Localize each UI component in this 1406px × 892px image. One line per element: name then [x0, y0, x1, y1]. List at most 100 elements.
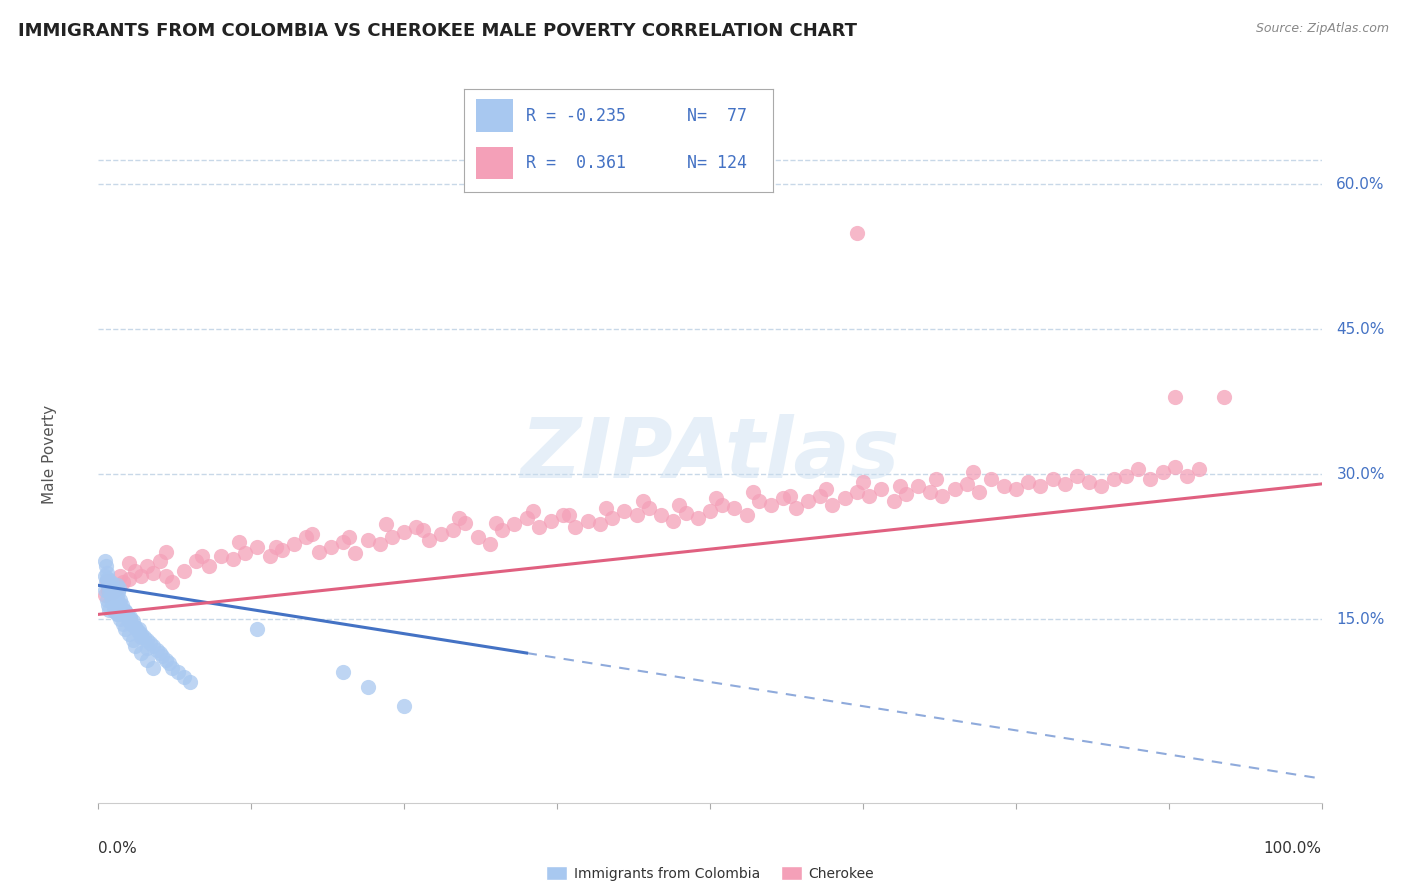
Point: [761, 498, 783, 512]
Point: [121, 614, 143, 628]
Point: [101, 592, 124, 607]
Point: [301, 527, 323, 541]
Point: [613, 504, 636, 518]
Point: [129, 568, 152, 582]
Point: [157, 656, 180, 670]
Point: [94, 575, 117, 590]
Point: [931, 489, 953, 503]
Point: [186, 554, 208, 568]
Point: [136, 641, 159, 656]
Point: [540, 514, 562, 528]
Point: [124, 564, 146, 578]
Point: [907, 479, 929, 493]
Point: [332, 665, 354, 680]
Point: [894, 486, 917, 500]
Point: [485, 516, 508, 530]
Point: [962, 466, 984, 480]
Text: IMMIGRANTS FROM COLOMBIA VS CHEROKEE MALE POVERTY CORRELATION CHART: IMMIGRANTS FROM COLOMBIA VS CHEROKEE MAL…: [18, 22, 858, 40]
Point: [704, 491, 727, 506]
Point: [1029, 479, 1052, 493]
Point: [356, 533, 378, 547]
Point: [110, 568, 132, 582]
Point: [1139, 472, 1161, 486]
Point: [118, 626, 141, 640]
Point: [101, 583, 124, 598]
Point: [815, 482, 838, 496]
Point: [785, 501, 807, 516]
Point: [553, 508, 575, 522]
Point: [392, 699, 416, 714]
Text: N= 124: N= 124: [686, 154, 747, 172]
Point: [155, 544, 177, 558]
Point: [110, 612, 132, 626]
Point: [344, 546, 367, 561]
Point: [97, 578, 120, 592]
Point: [564, 520, 586, 534]
Point: [449, 510, 471, 524]
Point: [160, 575, 183, 590]
Point: [491, 524, 513, 538]
Point: [98, 585, 121, 599]
Point: [993, 479, 1015, 493]
Point: [105, 578, 128, 592]
Point: [515, 510, 537, 524]
Point: [96, 592, 118, 607]
Point: [576, 514, 599, 528]
Point: [103, 605, 125, 619]
Point: [772, 491, 794, 506]
Point: [1115, 469, 1137, 483]
Point: [1152, 466, 1174, 480]
Point: [1017, 475, 1039, 489]
Point: [374, 517, 396, 532]
Point: [173, 564, 195, 578]
Point: [179, 675, 201, 690]
Point: [209, 549, 232, 564]
Point: [1066, 469, 1088, 483]
Point: [93, 583, 115, 598]
Text: ZIPAtlas: ZIPAtlas: [520, 415, 900, 495]
Point: [980, 472, 1002, 486]
Point: [735, 508, 758, 522]
Point: [139, 636, 162, 650]
Point: [101, 588, 124, 602]
Point: [103, 598, 125, 612]
Point: [101, 585, 124, 599]
Point: [127, 624, 149, 638]
Point: [104, 600, 127, 615]
Point: [142, 566, 165, 580]
Point: [527, 520, 550, 534]
Point: [797, 494, 820, 508]
Point: [124, 620, 146, 634]
Point: [405, 520, 427, 534]
Point: [264, 540, 287, 554]
Point: [430, 527, 453, 541]
Point: [150, 648, 173, 663]
Point: [920, 484, 942, 499]
Point: [100, 575, 122, 590]
Point: [699, 504, 721, 518]
Point: [124, 620, 146, 634]
Bar: [477, 146, 513, 179]
Point: [686, 510, 709, 524]
Point: [96, 566, 118, 580]
Point: [418, 533, 440, 547]
Point: [270, 542, 294, 557]
Point: [637, 501, 661, 516]
Point: [98, 602, 121, 616]
Point: [668, 498, 690, 512]
Point: [675, 506, 697, 520]
Point: [233, 546, 256, 561]
Text: Source: ZipAtlas.com: Source: ZipAtlas.com: [1256, 22, 1389, 36]
Point: [441, 524, 464, 538]
Point: [711, 498, 734, 512]
Point: [1090, 479, 1112, 493]
Point: [97, 572, 120, 586]
Point: [167, 665, 190, 680]
Point: [132, 630, 155, 644]
Point: [136, 559, 159, 574]
Point: [129, 646, 152, 660]
Point: [723, 501, 745, 516]
Point: [111, 575, 134, 590]
Text: N=  77: N= 77: [686, 107, 747, 125]
Point: [1004, 482, 1026, 496]
